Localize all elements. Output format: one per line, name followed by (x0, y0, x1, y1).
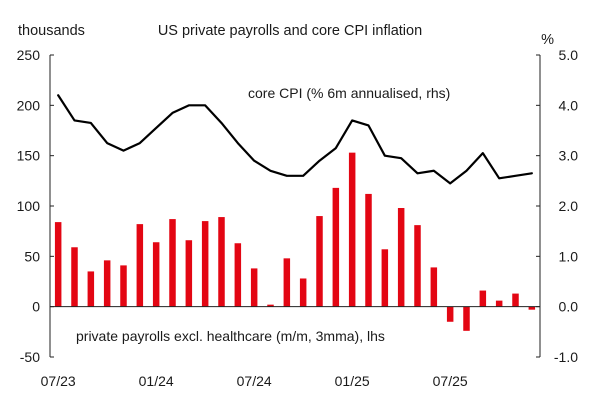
x-tick-label: 01/24 (139, 373, 174, 389)
right-tick-label: 5.0 (559, 47, 579, 63)
payroll-bar (414, 225, 421, 307)
line-series-label: core CPI (% 6m annualised, rhs) (248, 85, 450, 101)
payroll-bar (71, 247, 78, 307)
right-tick-label: 0.0 (559, 299, 579, 315)
left-tick-label: 150 (17, 148, 41, 164)
left-tick-label: 250 (17, 47, 41, 63)
line-series (57, 94, 533, 185)
payroll-bar (479, 290, 487, 307)
payroll-bar (512, 293, 519, 307)
left-axis-unit: thousands (18, 23, 85, 39)
payroll-bar (365, 193, 372, 307)
payroll-bar (267, 304, 274, 307)
payroll-bar (87, 271, 95, 307)
payroll-bar (54, 222, 62, 307)
right-tick-label: 4.0 (559, 97, 579, 113)
payroll-bar (169, 219, 176, 307)
payroll-bar (201, 221, 209, 307)
left-tick-label: 0 (32, 299, 40, 315)
payroll-bar (381, 249, 389, 307)
cpi-line (57, 94, 533, 185)
x-tick-label: 01/25 (335, 373, 370, 389)
left-axis-ticks: 250 200 150 100 50 0 -50 (17, 47, 41, 365)
payroll-bar (185, 240, 193, 307)
payroll-bar (446, 306, 454, 322)
right-tick-label: -1.0 (554, 349, 578, 365)
payroll-bar (397, 208, 405, 307)
bar-series (54, 152, 536, 331)
right-tick-label: 2.0 (559, 198, 579, 214)
payroll-bar (136, 224, 144, 307)
payroll-bar (218, 217, 225, 307)
left-tick-label: 200 (17, 97, 41, 113)
right-tick-label: 1.0 (559, 248, 579, 264)
x-tick-label: 07/25 (433, 373, 468, 389)
right-axis-ticks: 5.0 4.0 3.0 2.0 1.0 0.0 -1.0 (554, 47, 578, 365)
payroll-bar (152, 242, 160, 307)
payroll-bar (283, 258, 291, 307)
payroll-bar (299, 278, 307, 307)
left-tick-label: 100 (17, 198, 41, 214)
bar-series-label: private payrolls excl. healthcare (m/m, … (76, 328, 385, 344)
payroll-bar (120, 265, 127, 307)
payroll-bar (430, 267, 438, 307)
payroll-bar (463, 306, 470, 331)
x-tick-label: 07/23 (41, 373, 76, 389)
left-tick-label: 50 (24, 248, 40, 264)
payroll-bar (332, 187, 340, 307)
right-axis-unit: % (541, 32, 554, 48)
payroll-bar (250, 268, 258, 307)
axes (49, 54, 541, 358)
left-tick-label: -50 (20, 349, 40, 365)
payroll-bar (495, 300, 503, 307)
x-axis-ticks: 07/23 01/24 07/24 01/25 07/25 (41, 373, 468, 389)
right-tick-label: 3.0 (559, 148, 579, 164)
payroll-bar (316, 216, 323, 307)
x-tick-label: 07/24 (237, 373, 272, 389)
chart-title: US private payrolls and core CPI inflati… (158, 23, 422, 39)
payroll-bar (234, 243, 242, 307)
payroll-bar (103, 260, 111, 307)
payroll-bar (528, 306, 536, 310)
payroll-bar (348, 152, 356, 307)
